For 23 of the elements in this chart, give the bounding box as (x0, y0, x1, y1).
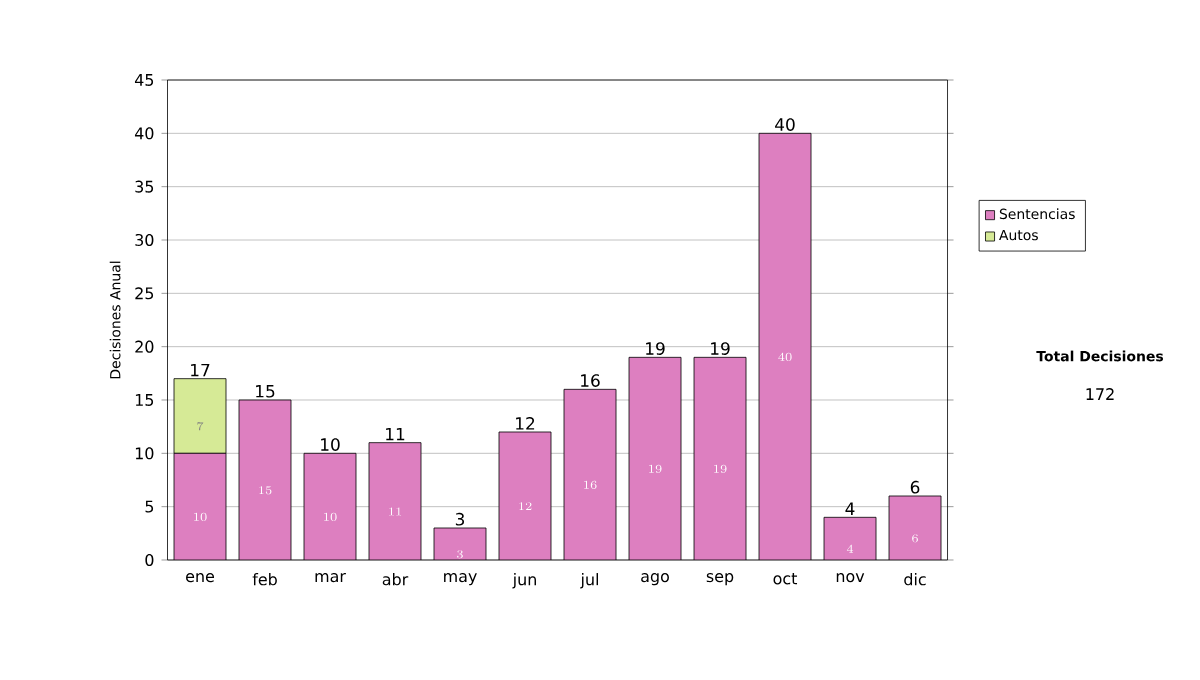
total-label: 10 (321, 438, 340, 451)
bar (824, 517, 877, 560)
total-label: 19 (711, 342, 730, 355)
total-label: 16 (581, 374, 600, 387)
bar (888, 495, 942, 560)
bar (759, 133, 812, 560)
bar (499, 432, 552, 560)
total-label: 3 (455, 512, 465, 526)
total-label: 40 (775, 118, 795, 131)
bar (369, 442, 422, 560)
total-label: 15 (256, 385, 275, 398)
total-label: 17 (191, 363, 210, 377)
bar (239, 400, 292, 560)
bar (174, 453, 227, 560)
total-label: 4 (845, 502, 855, 515)
bar (694, 357, 747, 560)
bar (304, 453, 357, 560)
bar (564, 389, 617, 560)
total-label: 12 (516, 417, 535, 430)
bar (629, 357, 682, 560)
total-label: 19 (646, 342, 665, 355)
total-label: 6 (910, 480, 920, 494)
total-label: 11 (386, 427, 405, 441)
